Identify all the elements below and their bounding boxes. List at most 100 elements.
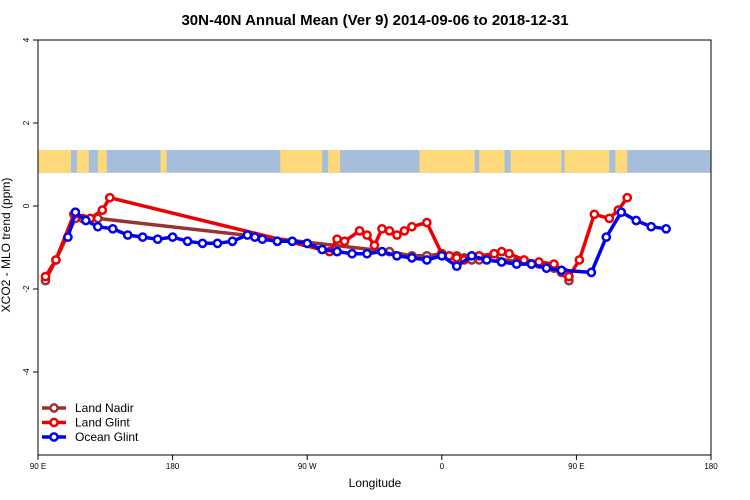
data-point <box>377 246 387 257</box>
map-land <box>76 149 89 173</box>
map-land <box>419 149 439 173</box>
y-axis-label: XCO2 - MLO trend (ppm) <box>0 178 13 313</box>
data-point <box>354 226 365 236</box>
data-point <box>257 234 268 245</box>
legend-label: Ocean Glint <box>75 430 139 444</box>
x-tick-label: 180 <box>704 462 718 471</box>
data-point <box>421 217 432 228</box>
data-point <box>97 205 108 215</box>
legend-label: Land Nadir <box>75 401 134 415</box>
chart-title: 30N-40N Annual Mean (Ver 9) 2014-09-06 t… <box>181 12 568 29</box>
data-point <box>549 259 559 269</box>
x-tick-label: 90 E <box>30 462 46 471</box>
data-point <box>242 230 253 240</box>
data-point <box>511 259 522 269</box>
data-point <box>70 207 81 218</box>
legend-marker <box>49 432 59 442</box>
data-point <box>122 230 133 240</box>
data-point <box>496 257 507 267</box>
data-point <box>526 259 537 269</box>
data-point <box>466 250 477 261</box>
data-point <box>197 238 208 249</box>
map-land <box>97 149 107 173</box>
data-point <box>392 230 402 240</box>
legend-item: Land Glint <box>42 416 130 430</box>
data-point <box>167 232 178 242</box>
legend-item: Ocean Glint <box>42 430 139 444</box>
data-point <box>631 215 642 226</box>
data-point <box>152 234 163 245</box>
data-point <box>661 223 671 234</box>
data-point <box>81 215 91 226</box>
data-point <box>377 223 387 234</box>
data-point <box>182 236 193 247</box>
data-point <box>137 232 148 242</box>
legend-marker <box>49 417 59 428</box>
map-land <box>615 149 628 173</box>
data-point <box>392 250 402 261</box>
y-axis: 4 2 0 -2 -4 <box>22 37 38 376</box>
y-tick-label: 0 <box>22 203 31 208</box>
data-point <box>272 236 283 247</box>
map-land <box>328 149 341 173</box>
y-tick-label: 4 <box>22 37 31 42</box>
data-point <box>622 192 633 203</box>
data-point <box>302 238 313 249</box>
y-tick-label: -4 <box>22 368 31 376</box>
data-point <box>589 209 600 220</box>
data-point <box>250 232 260 242</box>
y-tick-label: 2 <box>22 120 31 125</box>
data-point <box>362 248 372 259</box>
data-point <box>107 223 118 234</box>
legend-label: Land Glint <box>75 416 130 430</box>
data-point <box>496 246 507 257</box>
map-land <box>160 149 167 173</box>
map-land <box>479 149 505 173</box>
data-point <box>556 265 567 276</box>
map-land <box>510 149 562 173</box>
series-line <box>43 216 571 282</box>
data-point <box>399 226 410 236</box>
data-point <box>574 255 585 265</box>
data-point <box>92 221 103 232</box>
data-point <box>287 236 298 247</box>
data-point <box>436 250 447 261</box>
y-tick-label: -2 <box>22 285 31 293</box>
data-point <box>347 248 357 259</box>
data-point <box>369 240 380 251</box>
data-point <box>212 238 223 249</box>
series-3 <box>63 207 671 278</box>
data-point <box>384 226 395 236</box>
data-point <box>564 271 574 282</box>
x-tick-label: 90 E <box>568 462 584 471</box>
map-land <box>435 149 475 173</box>
data-point <box>317 244 328 255</box>
x-axis: 90 E 180 90 W 0 90 E 180 <box>30 455 718 471</box>
data-point <box>407 221 417 232</box>
data-point <box>332 246 342 257</box>
plot-frame <box>37 39 712 456</box>
map-ocean <box>38 149 711 173</box>
data-point <box>63 232 73 242</box>
legend-marker <box>49 403 59 413</box>
legend-item: Land Nadir <box>42 401 134 415</box>
data-point <box>421 255 432 265</box>
data-point <box>541 263 552 274</box>
map-land <box>564 149 610 173</box>
x-tick-label: 0 <box>440 462 445 471</box>
data-point <box>451 253 462 263</box>
data-point <box>601 232 612 242</box>
data-point <box>604 213 615 224</box>
data-point <box>451 261 462 272</box>
world-map-strip <box>38 149 711 173</box>
x-tick-label: 180 <box>166 462 180 471</box>
series-layer <box>40 192 671 286</box>
data-point <box>481 255 492 265</box>
data-point <box>362 230 372 240</box>
data-point <box>40 271 51 282</box>
data-point <box>586 267 597 278</box>
data-point <box>489 248 499 259</box>
data-point <box>646 221 657 232</box>
data-point <box>504 248 514 259</box>
map-land <box>280 149 323 173</box>
